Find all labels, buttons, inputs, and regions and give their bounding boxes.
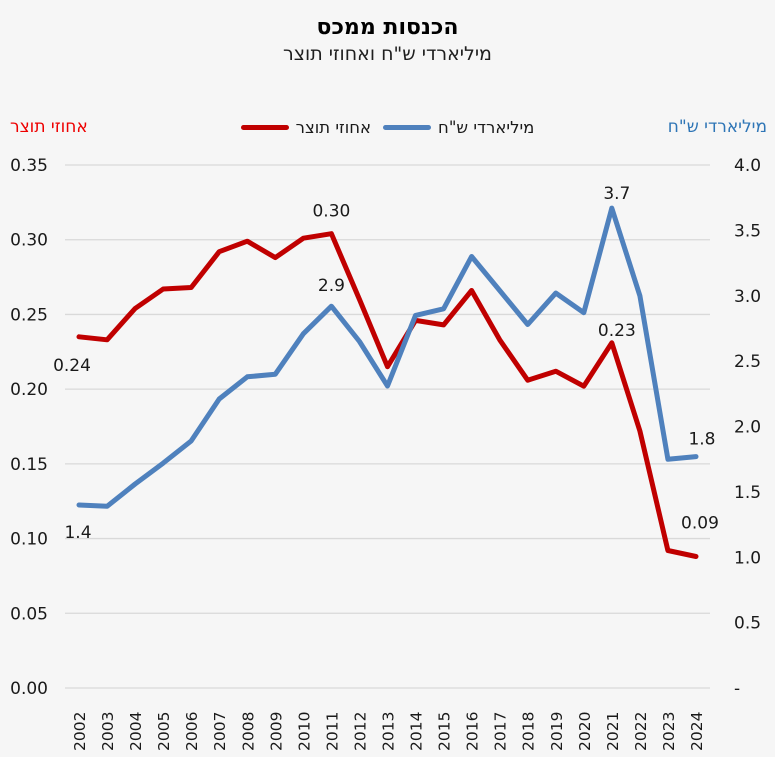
- x-axis-year-label: 2024: [688, 712, 706, 751]
- left-axis-tick-label: 0.10: [10, 530, 48, 550]
- x-axis-year-label: 2023: [660, 712, 678, 751]
- legend-item-nis: מיליארדי ש"ח: [383, 118, 534, 137]
- page-subtitle: מיליארדי ש"ח ואחוזי תוצר: [283, 42, 492, 65]
- right-axis-tick-label: 2.0: [734, 418, 761, 438]
- left-axis-tick-label: 0.05: [10, 604, 48, 624]
- legend: אחוזי תוצר מיליארדי ש"ח: [0, 118, 775, 137]
- x-axis-year-label: 2017: [492, 712, 510, 751]
- x-axis-year-label: 2019: [548, 712, 566, 751]
- data-label: 1.8: [688, 430, 715, 450]
- data-label: 2.9: [318, 276, 345, 296]
- left-axis-tick-label: 0.30: [10, 231, 48, 251]
- x-axis-year-label: 2006: [183, 712, 201, 751]
- x-axis-year-label: 2012: [351, 712, 369, 751]
- x-axis-year-label: 2020: [576, 712, 594, 751]
- page-title: הכנסות ממכס: [316, 15, 459, 40]
- right-axis-tick-label: 1.5: [734, 483, 761, 503]
- x-axis-year-label: 2004: [127, 712, 145, 751]
- legend-item-label: אחוזי תוצר: [295, 118, 372, 137]
- left-axis-tick-label: 0.15: [10, 455, 48, 475]
- left-axis-tick-label: 0.00: [10, 679, 48, 699]
- x-axis-year-label: 2011: [323, 712, 341, 751]
- x-axis-year-label: 2002: [71, 712, 89, 751]
- x-axis-year-label: 2005: [155, 712, 173, 751]
- left-axis-tick-label: 0.35: [10, 156, 48, 176]
- x-axis-year-label: 2009: [267, 712, 285, 751]
- x-axis-year-label: 2010: [295, 712, 313, 751]
- data-label: 1.4: [64, 523, 91, 543]
- data-label: 0.30: [312, 202, 350, 222]
- x-axis-year-label: 2021: [604, 712, 622, 751]
- x-axis-year-label: 2015: [436, 712, 454, 751]
- legend-item-pct: אחוזי תוצר: [240, 118, 372, 137]
- x-axis-year-label: 2018: [520, 712, 538, 751]
- blue-line-swatch-icon: [383, 125, 432, 130]
- right-axis-tick-label: 3.0: [734, 287, 761, 307]
- data-label: 0.09: [681, 514, 719, 534]
- chart-header: הכנסות ממכס מיליארדי ש"ח ואחוזי תוצר: [0, 14, 775, 67]
- data-label: 3.7: [603, 184, 630, 204]
- x-axis-year-label: 2007: [211, 712, 229, 751]
- legend-item-label: מיליארדי ש"ח: [438, 118, 535, 137]
- right-axis-tick-label: 2.5: [734, 352, 761, 372]
- series-line-nis: [76, 205, 699, 509]
- left-axis-title: אחוזי תוצר: [10, 117, 88, 137]
- x-axis-year-label: 2016: [464, 712, 482, 751]
- red-line-swatch-icon: [240, 125, 289, 130]
- x-axis-year-label: 2013: [380, 712, 398, 751]
- left-axis-tick-label: 0.20: [10, 380, 48, 400]
- right-axis-title: מיליארדי ש"ח: [667, 117, 767, 137]
- right-axis-tick-label: -: [734, 679, 740, 699]
- data-label: 0.24: [53, 356, 91, 376]
- right-axis-tick-label: 4.0: [734, 156, 761, 176]
- left-axis-tick-label: 0.25: [10, 305, 48, 325]
- data-label: 0.23: [598, 321, 636, 341]
- right-axis-tick-label: 0.5: [734, 614, 761, 634]
- series-line-pct: [76, 231, 699, 559]
- x-axis-year-label: 2014: [408, 712, 426, 751]
- right-axis-tick-label: 1.0: [734, 548, 761, 568]
- x-axis-year-label: 2022: [632, 712, 650, 751]
- right-axis-tick-label: 3.5: [734, 221, 761, 241]
- x-axis-year-label: 2008: [239, 712, 257, 751]
- x-axis-year-label: 2003: [99, 712, 117, 751]
